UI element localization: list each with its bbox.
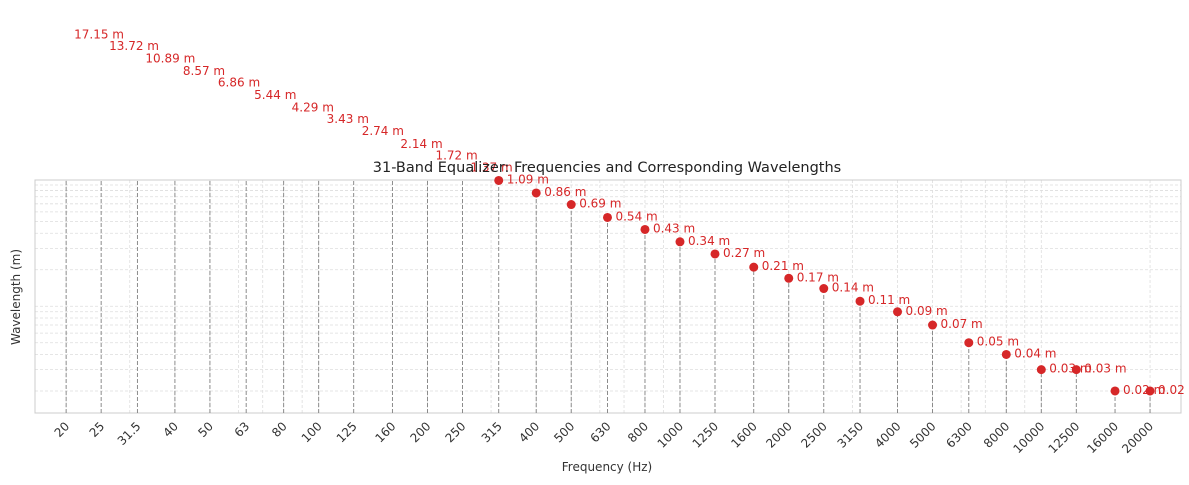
data-labels: 17.15 m13.72 m10.89 m8.57 m6.86 m5.44 m4… [74,27,1189,397]
data-label: 0.03 m [1084,362,1126,376]
x-tick-labels: 20 25 31.5 40 50 63 80 100 125 160 200 250 315 400 500… [52,419,1157,456]
x-tick-label: 400 [516,419,542,445]
data-point [1001,349,1011,359]
x-tick-label: 10000 [1011,419,1048,456]
x-tick-label: 1600 [728,419,759,450]
data-label: 1.72 m [435,148,477,162]
data-point [855,296,865,306]
data-label: 0.11 m [868,293,910,307]
data-label: 0.03 m [1049,362,1091,376]
x-tick-label: 100 [299,419,325,445]
x-tick-label: 3150 [835,419,866,450]
data-point [964,338,974,348]
x-tick-label: 200 [407,419,433,445]
data-point [640,224,650,234]
data-label: 2.14 m [400,137,442,151]
x-tick-label: 2500 [798,419,829,450]
data-label: 13.72 m [109,39,159,53]
data-label: 0.27 m [723,246,765,260]
x-tick-label: 800 [625,419,651,445]
data-point [749,262,759,272]
x-tick-label: 40 [160,419,181,440]
data-point [602,212,612,222]
x-tick-label: 630 [588,419,614,445]
x-tick-label: 50 [195,419,216,440]
x-tick-label: 125 [334,419,360,445]
data-label: 0.34 m [688,234,730,248]
data-label: 2.74 m [362,124,404,138]
data-label: 0.17 m [797,270,839,284]
data-point [1110,386,1120,396]
data-label: 0.21 m [762,259,804,273]
x-tick-label: 1250 [690,419,721,450]
chart-title: 31-Band Equalizer: Frequencies and Corre… [373,160,841,176]
data-points [494,175,1155,396]
x-tick-label: 315 [479,419,505,445]
data-label: 0.54 m [615,209,657,223]
x-tick-label: 6300 [943,419,974,450]
y-axis-label: Wavelength (m) [9,249,23,345]
data-point [784,273,794,283]
data-label: 0.86 m [544,185,586,199]
data-label: 6.86 m [218,76,260,90]
x-tick-label: 12500 [1046,419,1083,456]
data-label: 0.07 m [941,317,983,331]
data-point [710,249,720,259]
data-point [928,320,938,330]
data-point [1036,365,1046,375]
data-point [675,237,685,247]
data-label: 5.44 m [254,88,296,102]
x-tick-label: 2000 [763,419,794,450]
data-label: 0.14 m [832,281,874,295]
x-tick-label: 63 [232,419,253,440]
data-point [531,188,541,198]
data-point [819,284,829,294]
data-label: 0.69 m [579,197,621,211]
x-tick-label: 4000 [872,419,903,450]
data-label: 0.02 m [1123,383,1165,397]
data-label: 0.02 m [1158,383,1189,397]
x-tick-label: 25 [87,419,108,440]
x-tick-label: 20 [52,419,73,440]
stems [65,180,1151,413]
data-point [494,175,504,185]
data-label: 4.29 m [292,100,334,114]
data-label: 8.57 m [183,64,225,78]
x-tick-label: 20000 [1119,419,1156,456]
data-label: 17.15 m [74,27,124,41]
data-label: 1.37 m [470,160,512,174]
data-label: 0.09 m [906,304,948,318]
x-axis-label: Frequency (Hz) [562,460,653,474]
data-point [1145,386,1155,396]
x-tick-label: 8000 [981,419,1012,450]
x-tick-label: 500 [551,419,577,445]
data-label: 1.09 m [507,172,549,186]
x-tick-label: 250 [442,419,468,445]
x-tick-label: 1000 [655,419,686,450]
data-point [566,200,576,210]
data-label: 0.05 m [977,335,1019,349]
data-label: 0.43 m [653,221,695,235]
x-tick-label: 5000 [907,419,938,450]
x-tick-label: 160 [372,419,398,445]
x-tick-label: 31.5 [115,419,144,448]
data-label: 10.89 m [145,51,195,65]
data-label: 0.04 m [1014,346,1056,360]
data-point [1071,365,1081,375]
x-tick-label: 16000 [1084,419,1121,456]
plot-area-frame [34,179,1182,414]
data-point [893,307,903,317]
data-label: 3.43 m [327,112,369,126]
x-tick-label: 80 [269,419,290,440]
